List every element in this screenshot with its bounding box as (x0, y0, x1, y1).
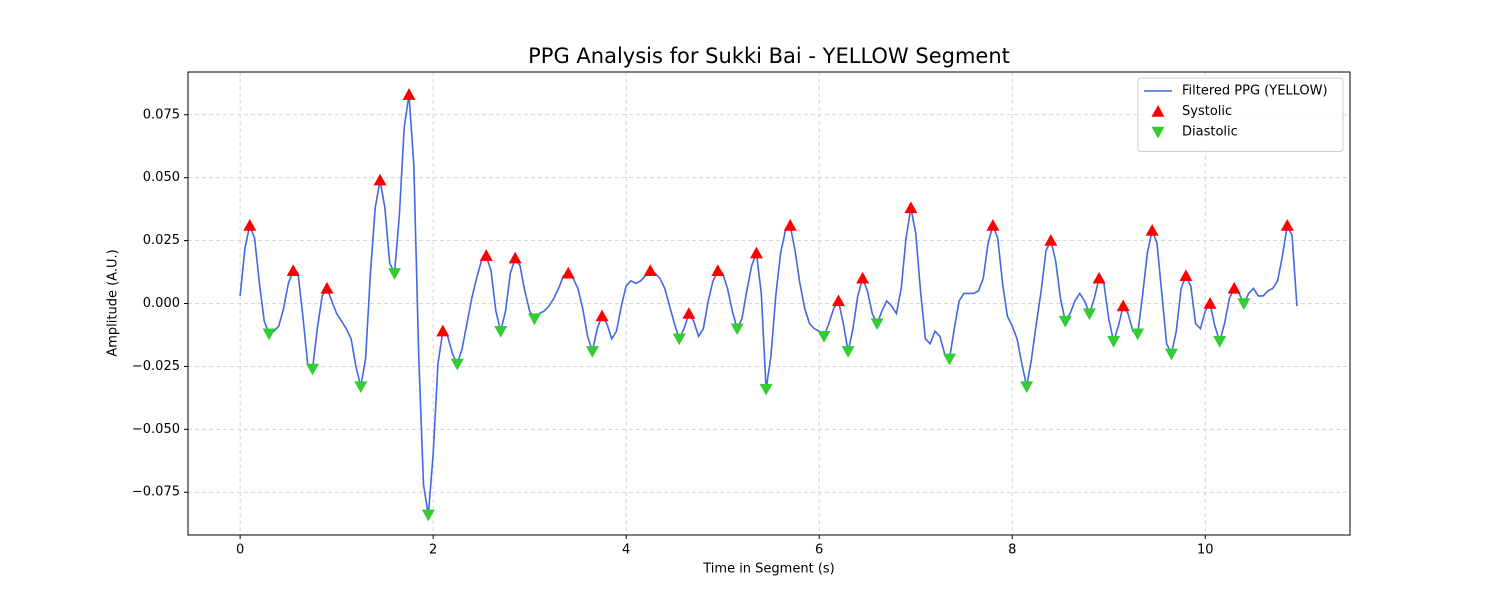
marker (585, 346, 599, 358)
y-tick-label: −0.075 (132, 485, 180, 500)
marker (1145, 224, 1159, 236)
marker (421, 509, 435, 522)
marker (986, 218, 1000, 231)
y-tick-label: 0.075 (143, 107, 180, 122)
x-tick-label: 6 (815, 543, 823, 558)
marker (402, 88, 416, 100)
legend-label: Systolic (1182, 104, 1232, 119)
plot-frame (187, 71, 1351, 536)
marker (262, 328, 276, 341)
marker (354, 381, 368, 394)
y-tick-label: 0.050 (143, 170, 180, 185)
y-axis-label: Amplitude (A.U.) (106, 249, 121, 356)
marker (1280, 218, 1294, 231)
marker (1092, 271, 1106, 284)
marker (450, 358, 464, 371)
x-tick-label: 4 (622, 543, 630, 558)
marker (817, 331, 831, 343)
marker (243, 218, 257, 231)
marker (527, 313, 541, 326)
marker (783, 218, 797, 231)
marker (479, 249, 493, 261)
marker (320, 281, 334, 294)
marker (1203, 297, 1217, 309)
y-tick-label: −0.025 (132, 359, 180, 374)
x-tick-label: 2 (429, 543, 437, 558)
marker (841, 346, 855, 358)
marker (1082, 308, 1096, 321)
marker (595, 309, 609, 322)
marker (730, 323, 744, 336)
marker (373, 173, 387, 186)
legend-swatch (1151, 105, 1165, 117)
marker (711, 264, 725, 276)
marker (1213, 336, 1227, 348)
marker (1179, 269, 1193, 282)
marker (942, 353, 956, 366)
marker (856, 271, 870, 284)
marker (436, 324, 450, 337)
y-tick-label: 0.000 (143, 296, 180, 311)
marker (1044, 234, 1058, 246)
marker (870, 318, 884, 331)
marker (1020, 381, 1034, 394)
marker (831, 294, 845, 307)
x-tick-label: 8 (1008, 543, 1016, 558)
legend-box (1137, 77, 1344, 152)
y-tick-label: −0.050 (132, 422, 180, 437)
legend-label: Diastolic (1182, 125, 1238, 140)
x-tick-label: 10 (1197, 543, 1214, 558)
legend-swatch (1151, 126, 1165, 139)
data-line (239, 94, 1298, 515)
x-axis-label: Time in Segment (s) (702, 562, 834, 577)
marker (1164, 348, 1178, 361)
marker (759, 383, 773, 396)
marker (904, 201, 918, 214)
marker (561, 266, 575, 279)
legend-label: Filtered PPG (YELLOW) (1182, 84, 1328, 99)
marker (749, 246, 763, 259)
marker (643, 264, 657, 276)
marker (1107, 336, 1121, 348)
marker (1116, 299, 1130, 312)
marker (672, 333, 686, 346)
marker (1237, 298, 1251, 310)
marker (388, 268, 402, 280)
marker (1058, 315, 1072, 328)
marker (306, 363, 319, 376)
marker (494, 325, 508, 338)
legend: Filtered PPG (YELLOW) Systolic Diastolic (1137, 77, 1344, 152)
chart-title: PPG Analysis for Sukki Bai - YELLOW Segm… (528, 44, 1010, 68)
marker (508, 251, 522, 264)
marker (286, 264, 300, 276)
marker (682, 307, 696, 319)
y-tick-label: 0.025 (143, 233, 180, 248)
marker (1227, 281, 1241, 294)
x-tick-label: 0 (236, 543, 244, 558)
marker (1131, 328, 1145, 341)
